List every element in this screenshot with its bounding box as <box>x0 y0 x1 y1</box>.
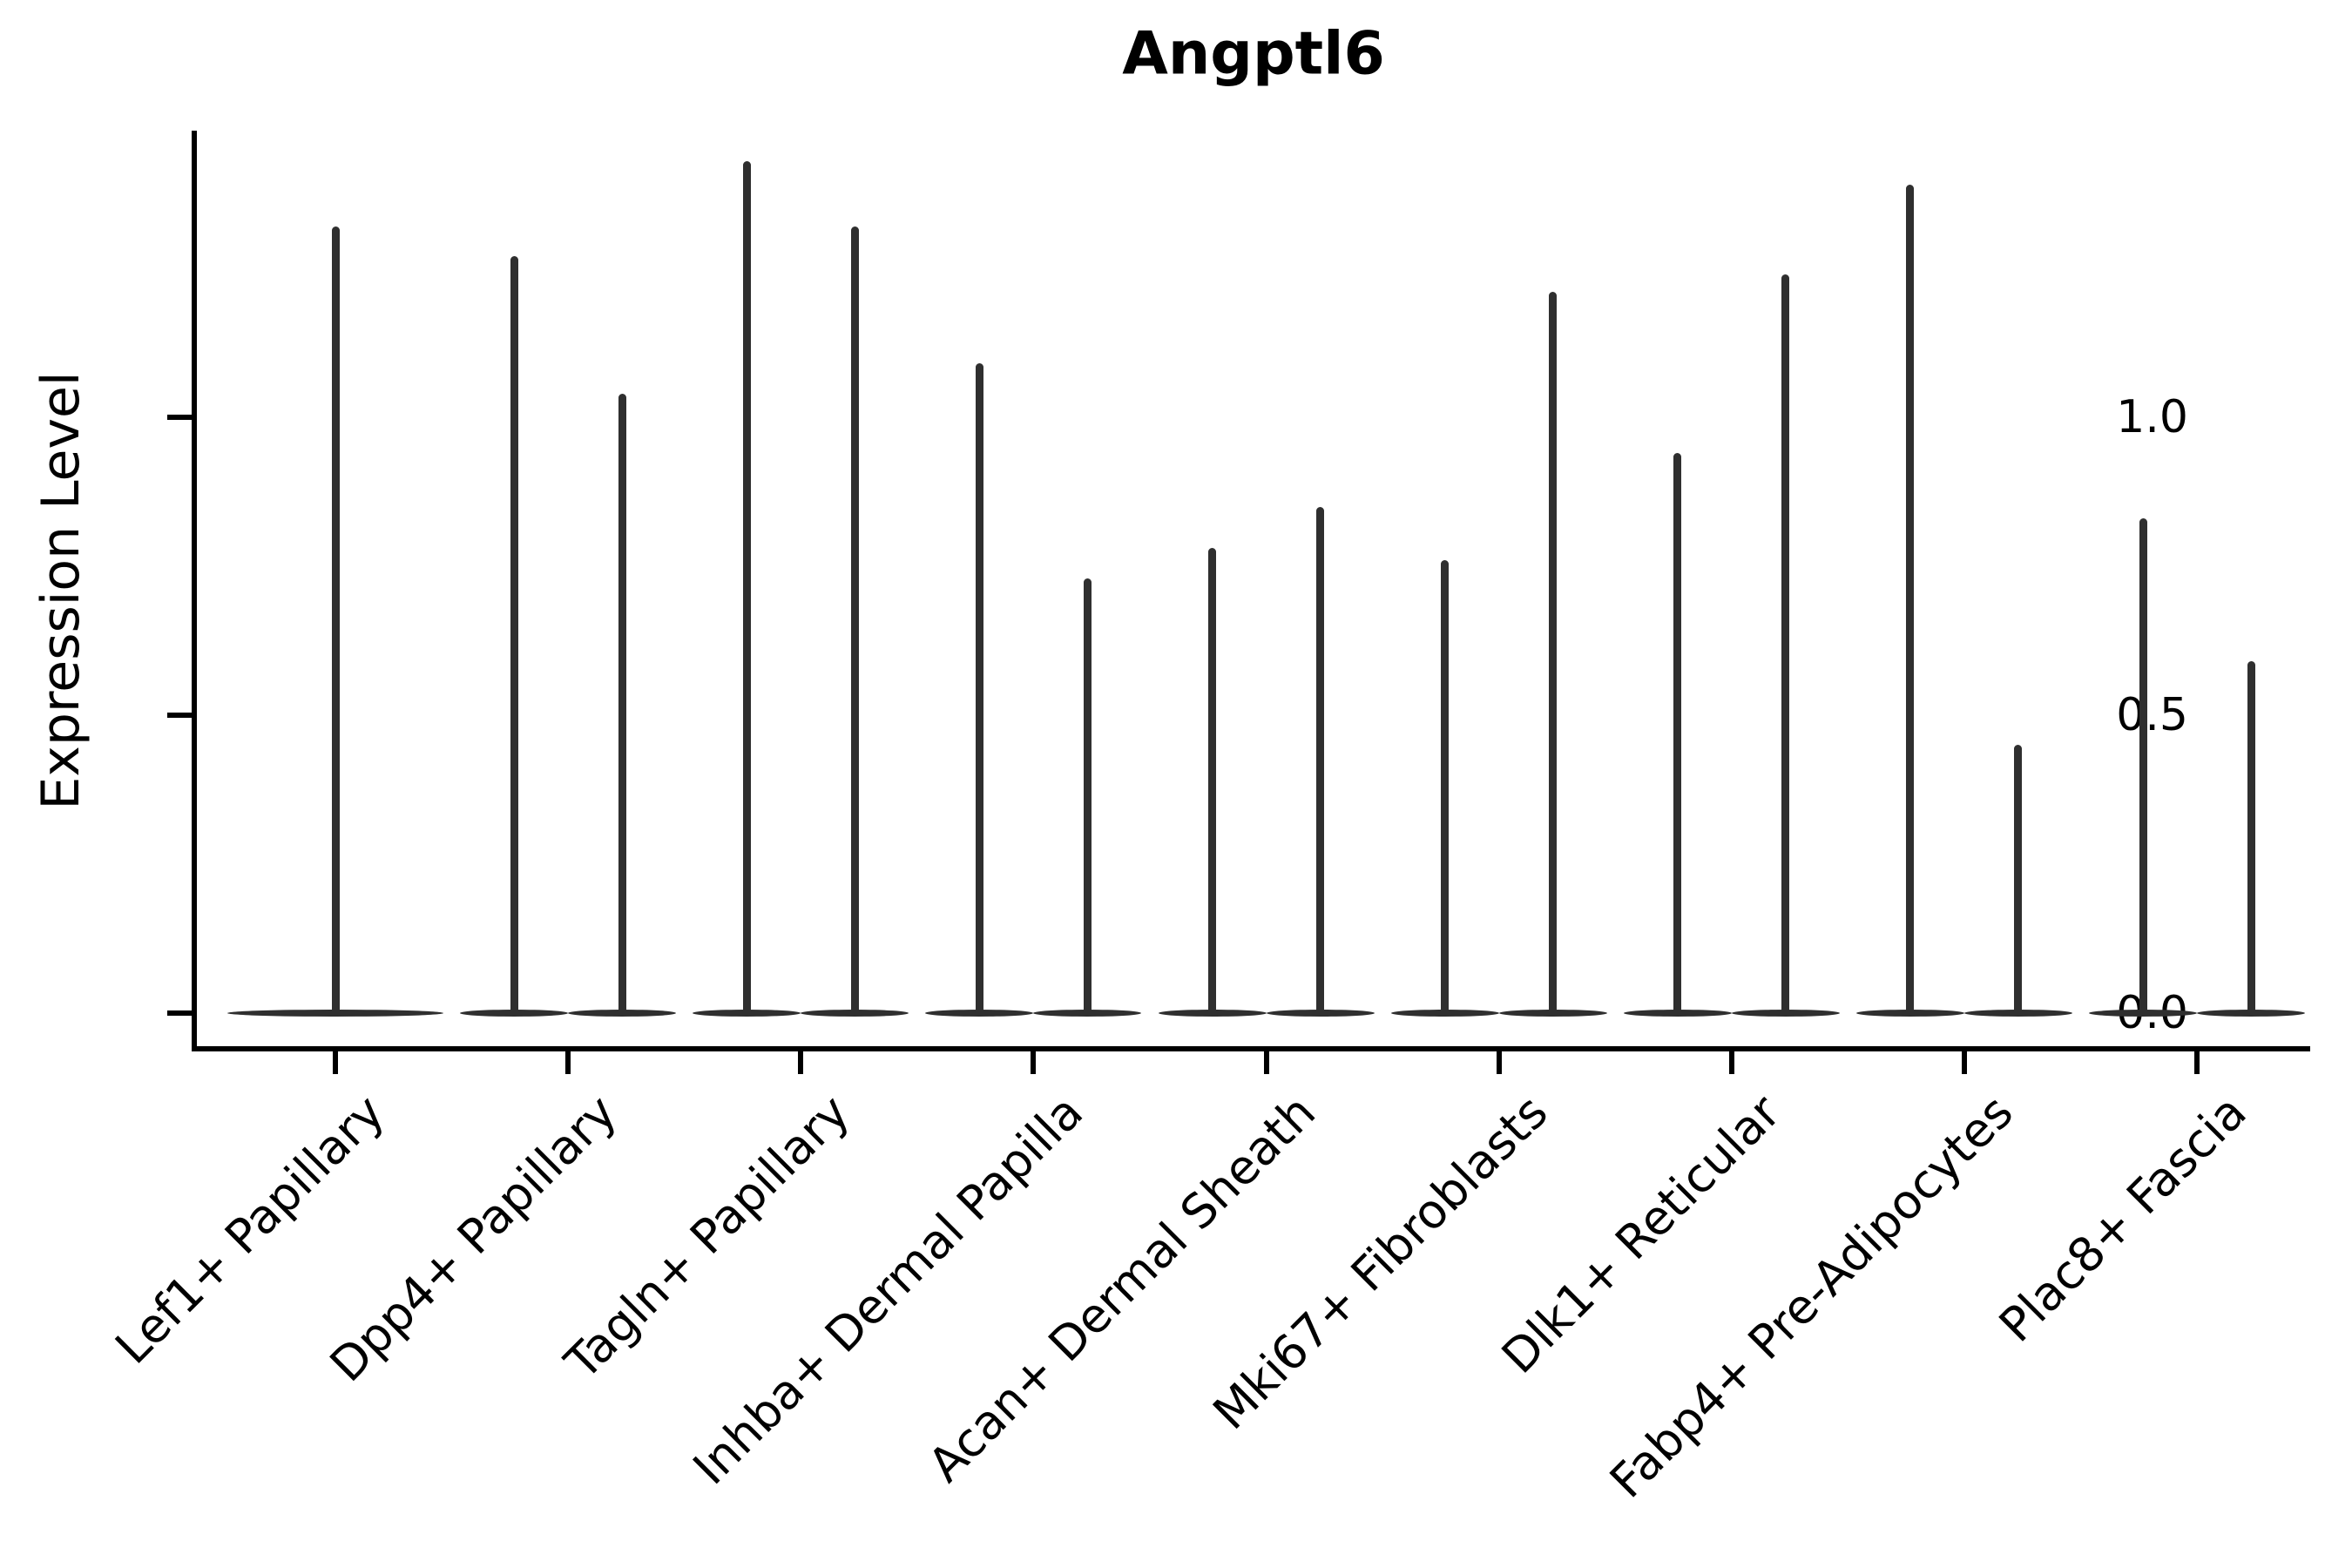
violin-base <box>1390 1010 1499 1017</box>
violin-needle <box>2247 661 2255 1013</box>
violin-needle <box>1673 453 1682 1013</box>
violin-needle <box>2014 745 2023 1013</box>
x-axis-spine <box>192 1046 2310 1051</box>
violin-base <box>1158 1010 1267 1017</box>
x-tick-mark-1 <box>333 1051 338 1074</box>
violin-base <box>568 1010 677 1017</box>
y-tick-mark-1.0 <box>167 415 192 420</box>
x-tick-mark-9 <box>2194 1051 2200 1074</box>
x-tick-mark-7 <box>1728 1051 1734 1074</box>
violin-base <box>1498 1010 1607 1017</box>
violin-base <box>801 1010 909 1017</box>
violin-needle <box>2139 518 2147 1013</box>
violin-needle <box>742 160 751 1013</box>
violin-needle <box>1781 274 1790 1013</box>
violin-base <box>693 1010 801 1017</box>
x-tick-mark-5 <box>1263 1051 1269 1074</box>
violin-base <box>1731 1010 1840 1017</box>
x-tick-label-9: Plac8+ Fascia <box>1988 1084 2257 1353</box>
violin-base <box>2089 1010 2197 1017</box>
violin-base <box>2197 1010 2305 1017</box>
violin-base <box>1266 1010 1375 1017</box>
violin-base <box>1963 1010 2072 1017</box>
y-axis-label: Expression Level <box>30 371 91 810</box>
x-tick-mark-6 <box>1496 1051 1502 1074</box>
x-tick-mark-8 <box>1961 1051 1967 1074</box>
x-tick-label-4: Inhba+ Dermal Papilla <box>682 1084 1093 1496</box>
violin-needle <box>510 256 518 1013</box>
y-tick-label-1.0: 1.0 <box>2116 391 2188 443</box>
violin-base <box>925 1010 1034 1017</box>
violin-needle <box>850 226 859 1013</box>
x-tick-label-8: Fabp4+ Pre-Adipocytes <box>1599 1084 2024 1509</box>
violin-needle <box>331 226 340 1013</box>
violin-needle <box>975 363 983 1013</box>
x-tick-label-5: Acan+ Dermal Sheath <box>917 1084 1326 1493</box>
violin-base <box>460 1010 569 1017</box>
y-tick-label-0.5: 0.5 <box>2116 689 2188 741</box>
violin-needle <box>1549 292 1558 1013</box>
plot-title: Angptl6 <box>1122 19 1385 89</box>
x-tick-mark-4 <box>1031 1051 1037 1074</box>
violin-base <box>1855 1010 1964 1017</box>
violin-needle <box>1441 560 1450 1013</box>
violin-base <box>1033 1010 1142 1017</box>
violin-needle <box>1316 506 1324 1013</box>
y-tick-mark-0.0 <box>167 1010 192 1016</box>
violin-needle <box>1906 185 1915 1013</box>
x-tick-mark-3 <box>798 1051 804 1074</box>
violin-base <box>227 1010 443 1017</box>
violin-base <box>1623 1010 1732 1017</box>
y-axis-spine <box>192 131 197 1051</box>
violin-needle <box>1083 578 1092 1013</box>
y-tick-mark-0.5 <box>167 713 192 718</box>
x-tick-mark-2 <box>565 1051 571 1074</box>
violin-needle <box>1208 548 1216 1013</box>
violin-needle <box>618 393 626 1013</box>
